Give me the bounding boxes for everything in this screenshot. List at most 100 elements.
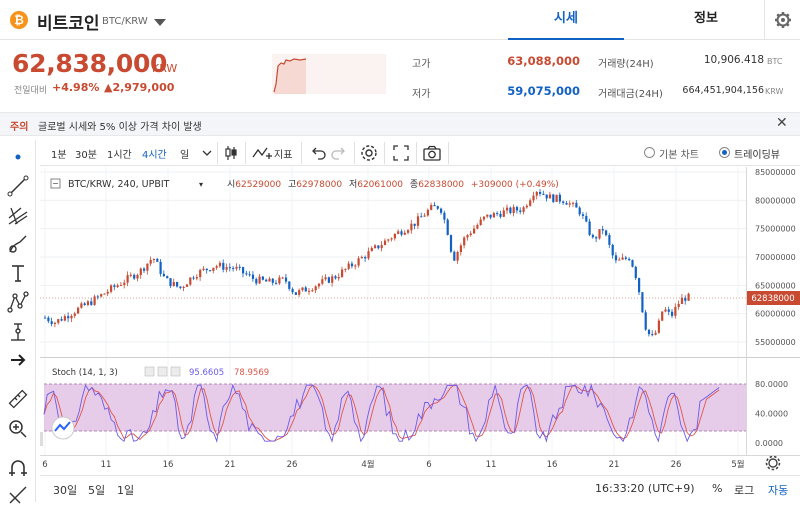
pattern-icon[interactable] bbox=[6, 290, 30, 314]
brush-icon[interactable] bbox=[6, 232, 30, 256]
gear-icon[interactable] bbox=[765, 455, 781, 471]
chevron-down-icon[interactable]: ▾ bbox=[199, 180, 203, 189]
undo-icon[interactable] bbox=[306, 142, 328, 164]
zoom-in-icon[interactable] bbox=[6, 417, 30, 441]
chevron-down-icon[interactable] bbox=[196, 142, 218, 164]
candle-body bbox=[133, 274, 136, 279]
candle-body bbox=[426, 209, 429, 216]
magnet-icon[interactable] bbox=[6, 456, 30, 480]
candle-body bbox=[367, 251, 370, 259]
candle-body bbox=[284, 277, 288, 282]
pitchfork-icon[interactable] bbox=[6, 203, 30, 227]
tradingview-radio[interactable] bbox=[719, 147, 730, 158]
percent-toggle[interactable]: % bbox=[712, 482, 723, 495]
text-icon[interactable] bbox=[6, 261, 30, 285]
range-1d[interactable]: 1일 bbox=[117, 484, 135, 497]
candle-body bbox=[628, 258, 631, 261]
tradingview-label[interactable]: 트레이딩뷰 bbox=[734, 150, 780, 161]
candle-body bbox=[374, 245, 377, 248]
auto-toggle[interactable]: 자동 bbox=[768, 484, 789, 497]
candle-body bbox=[605, 230, 608, 236]
candle-body bbox=[506, 207, 509, 211]
interval-1h[interactable]: 1시간 bbox=[107, 150, 132, 161]
interval-1m[interactable]: 1분 bbox=[51, 150, 67, 161]
eye-icon[interactable] bbox=[144, 366, 155, 377]
candle-body bbox=[443, 212, 446, 220]
candle-body bbox=[172, 281, 175, 287]
trend-line-icon[interactable] bbox=[6, 174, 30, 198]
candle-body bbox=[232, 267, 235, 269]
candle-body bbox=[308, 290, 311, 292]
chevron-down-icon[interactable] bbox=[154, 19, 166, 26]
prev-day-label: 전일대비 bbox=[14, 86, 48, 96]
amount-unit: KRW bbox=[765, 87, 784, 96]
notice-tag: 주의 bbox=[10, 122, 29, 133]
candle-body bbox=[667, 309, 670, 312]
candle-body bbox=[344, 268, 347, 270]
candle-body bbox=[364, 256, 367, 259]
candle-body bbox=[199, 269, 202, 278]
gear-icon[interactable] bbox=[358, 142, 380, 164]
candle-body bbox=[680, 297, 684, 304]
candle-body bbox=[149, 259, 152, 264]
candle-body bbox=[275, 282, 278, 284]
candle-body bbox=[641, 292, 644, 313]
candle-body bbox=[218, 262, 222, 267]
candle-body bbox=[449, 235, 453, 252]
close-icon[interactable]: ✕ bbox=[776, 115, 788, 131]
candle-body bbox=[317, 283, 321, 287]
candle-body bbox=[156, 258, 159, 262]
candle-body bbox=[671, 311, 674, 316]
interval-day[interactable]: 일 bbox=[180, 150, 190, 161]
measure-icon[interactable] bbox=[6, 319, 30, 343]
candle-body bbox=[304, 287, 307, 292]
indicator-icon[interactable] bbox=[251, 142, 273, 164]
redo-icon[interactable] bbox=[329, 142, 351, 164]
candle-body bbox=[403, 232, 406, 235]
lock-drawing-icon[interactable] bbox=[6, 483, 30, 507]
range-5d[interactable]: 5일 bbox=[88, 484, 106, 497]
price-chart[interactable]: 85000000 80000000 75000000 70000000 65000000… bbox=[40, 167, 800, 473]
candle-body bbox=[80, 303, 83, 308]
amount-label: 거래대금(24H) bbox=[598, 89, 663, 100]
camera-icon[interactable] bbox=[421, 142, 443, 164]
log-toggle[interactable]: 로그 bbox=[734, 484, 755, 497]
candle-body bbox=[588, 221, 591, 235]
indicator-label[interactable]: 지표 bbox=[274, 150, 293, 161]
candle-body bbox=[509, 207, 512, 213]
fullscreen-icon[interactable] bbox=[390, 142, 412, 164]
divider bbox=[301, 142, 302, 164]
candle-style-icon[interactable] bbox=[220, 142, 242, 164]
tab-price[interactable]: 시세 bbox=[508, 0, 624, 40]
price-tick-label: 70000000 bbox=[755, 253, 796, 262]
cursor-dot-icon[interactable] bbox=[6, 145, 30, 169]
candle-body bbox=[489, 214, 492, 218]
change-amount: ▲2,979,000 bbox=[104, 81, 175, 94]
scroll-handle[interactable] bbox=[40, 432, 43, 446]
interval-4h[interactable]: 4시간 bbox=[142, 150, 167, 161]
notice-banner: 주의 글로벌 시세와 5% 이상 가격 차이 발생 ✕ bbox=[0, 112, 800, 136]
candle-body bbox=[525, 205, 528, 208]
candle-body bbox=[106, 291, 109, 294]
arrow-right-icon[interactable] bbox=[6, 348, 30, 372]
candle-body bbox=[383, 240, 387, 246]
basic-chart-label[interactable]: 기본 차트 bbox=[659, 150, 699, 161]
gear-icon[interactable] bbox=[764, 0, 800, 40]
basic-chart-radio[interactable] bbox=[644, 147, 655, 158]
coin-name[interactable]: 비트코인 bbox=[37, 14, 100, 34]
candle-body bbox=[598, 229, 601, 239]
candle-body bbox=[469, 233, 472, 236]
candle-body bbox=[53, 322, 57, 324]
candle-body bbox=[390, 238, 393, 240]
candle-body bbox=[47, 317, 50, 322]
candle-body bbox=[238, 266, 241, 268]
ruler-icon[interactable] bbox=[6, 387, 30, 411]
candle-body bbox=[614, 255, 618, 261]
interval-30m[interactable]: 30분 bbox=[75, 150, 97, 161]
tab-info[interactable]: 정보 bbox=[694, 11, 718, 26]
candle-body bbox=[258, 276, 261, 284]
settings-icon[interactable] bbox=[157, 366, 168, 377]
delete-icon[interactable] bbox=[170, 366, 181, 377]
range-30d[interactable]: 30일 bbox=[53, 484, 78, 497]
clock-time[interactable]: 16:33:20 (UTC+9) bbox=[595, 482, 695, 495]
